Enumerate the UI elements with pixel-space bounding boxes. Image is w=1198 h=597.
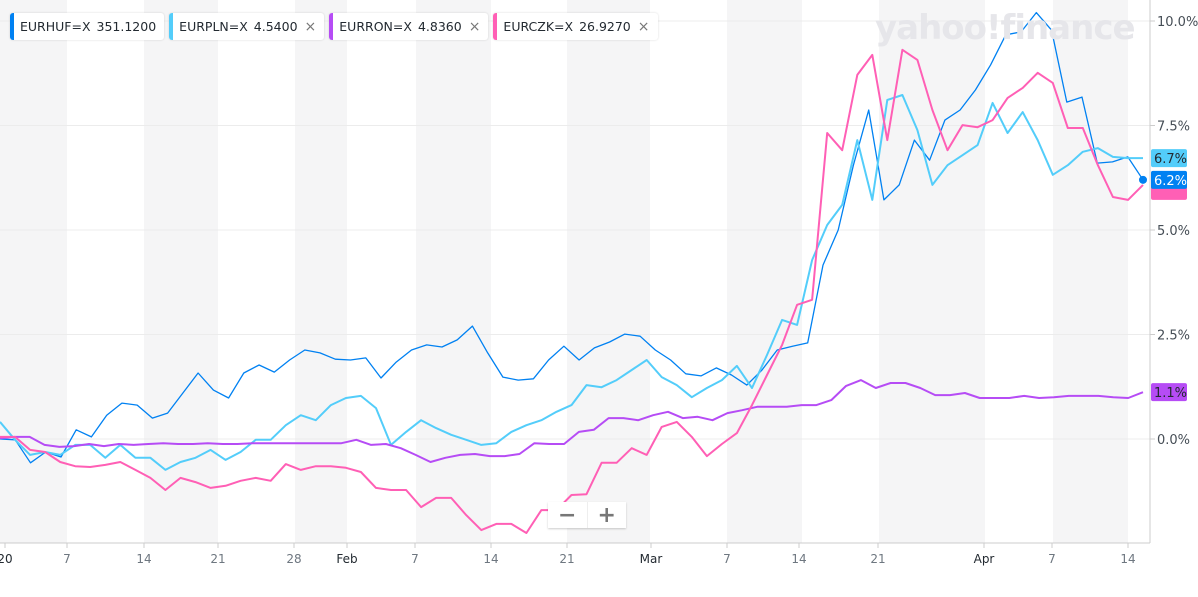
price-label: 4.5400 bbox=[253, 19, 298, 34]
x-tick-label: Mar bbox=[640, 552, 663, 566]
x-tick-label: 21 bbox=[559, 552, 574, 566]
price-label: 4.8360 bbox=[417, 19, 462, 34]
last-value-label: 1.1% bbox=[1154, 386, 1187, 401]
x-tick-label: 21 bbox=[210, 552, 225, 566]
last-value-label: 6.7% bbox=[1154, 152, 1187, 167]
symbol-label: EURRON=X bbox=[339, 19, 412, 34]
legend: EURHUF=X 351.1200 EURPLN=X 4.5400 × EURRON=X 4… bbox=[10, 13, 658, 40]
last-value-label: 6.2% bbox=[1154, 174, 1187, 189]
x-tick-label: 14 bbox=[791, 552, 806, 566]
x-tick-label: Apr bbox=[974, 552, 995, 566]
close-icon[interactable]: × bbox=[304, 18, 317, 35]
price-label: 351.1200 bbox=[96, 19, 157, 34]
weekend-band bbox=[727, 0, 802, 543]
legend-chip-eurron[interactable]: EURRON=X 4.8360 × bbox=[329, 13, 489, 40]
weekend-band bbox=[416, 0, 491, 543]
x-tick-label: 14 bbox=[136, 552, 151, 566]
last-point-marker bbox=[1139, 175, 1147, 184]
weekend-band bbox=[0, 0, 67, 543]
weekend-band bbox=[1053, 0, 1128, 543]
y-tick-label: 0.0% bbox=[1157, 433, 1190, 448]
yahoo-finance-logo: yahoo!finance bbox=[875, 8, 1136, 48]
x-tick-label: Feb bbox=[336, 552, 357, 566]
symbol-label: EURPLN=X bbox=[179, 19, 248, 34]
x-tick-label: 14 bbox=[483, 552, 498, 566]
x-tick-label: 7 bbox=[411, 552, 419, 566]
zoom-controls: − + bbox=[548, 502, 626, 528]
x-tick-label: 7 bbox=[723, 552, 731, 566]
x-tick-label: 7 bbox=[63, 552, 71, 566]
weekend-band bbox=[295, 0, 347, 543]
x-tick-label: 21 bbox=[870, 552, 885, 566]
series-color-swatch bbox=[493, 13, 498, 40]
x-tick-label: 28 bbox=[286, 552, 301, 566]
weekend-band bbox=[879, 0, 985, 543]
series-line-eurpln bbox=[0, 94, 1143, 471]
legend-chip-eurpln[interactable]: EURPLN=X 4.5400 × bbox=[169, 13, 325, 40]
close-icon[interactable]: × bbox=[637, 18, 650, 35]
series-color-swatch bbox=[169, 13, 174, 40]
legend-chip-eurhuf[interactable]: EURHUF=X 351.1200 bbox=[10, 13, 165, 40]
y-tick-label: 7.5% bbox=[1157, 120, 1190, 135]
x-tick-label: 7 bbox=[1048, 552, 1056, 566]
y-tick-label: 10.0% bbox=[1157, 15, 1198, 30]
last-value-badge bbox=[1151, 383, 1187, 402]
series-color-swatch bbox=[10, 13, 14, 40]
symbol-label: EURCZK=X bbox=[503, 19, 574, 34]
weekend-band bbox=[567, 0, 650, 543]
legend-chip-eurczk[interactable]: EURCZK=X 26.9270 × bbox=[493, 13, 658, 40]
series-line-eurron bbox=[0, 379, 1144, 463]
zoom-out-button[interactable]: − bbox=[558, 502, 577, 528]
y-tick-label: 2.5% bbox=[1157, 329, 1190, 344]
close-icon[interactable]: × bbox=[468, 18, 481, 35]
series-line-eurhuf bbox=[0, 11, 1144, 464]
last-value-badge bbox=[1151, 170, 1187, 189]
series-line-eurczk bbox=[0, 48, 1144, 534]
last-value-badge bbox=[1151, 149, 1187, 168]
x-tick-label: 14 bbox=[1120, 552, 1135, 566]
series-color-swatch bbox=[329, 13, 334, 40]
symbol-label: EURHUF=X bbox=[20, 19, 91, 34]
x-tick-label: 20 bbox=[0, 552, 13, 566]
zoom-in-button[interactable]: + bbox=[586, 502, 627, 528]
price-label: 26.9270 bbox=[579, 19, 631, 34]
y-tick-label: 5.0% bbox=[1157, 224, 1190, 239]
